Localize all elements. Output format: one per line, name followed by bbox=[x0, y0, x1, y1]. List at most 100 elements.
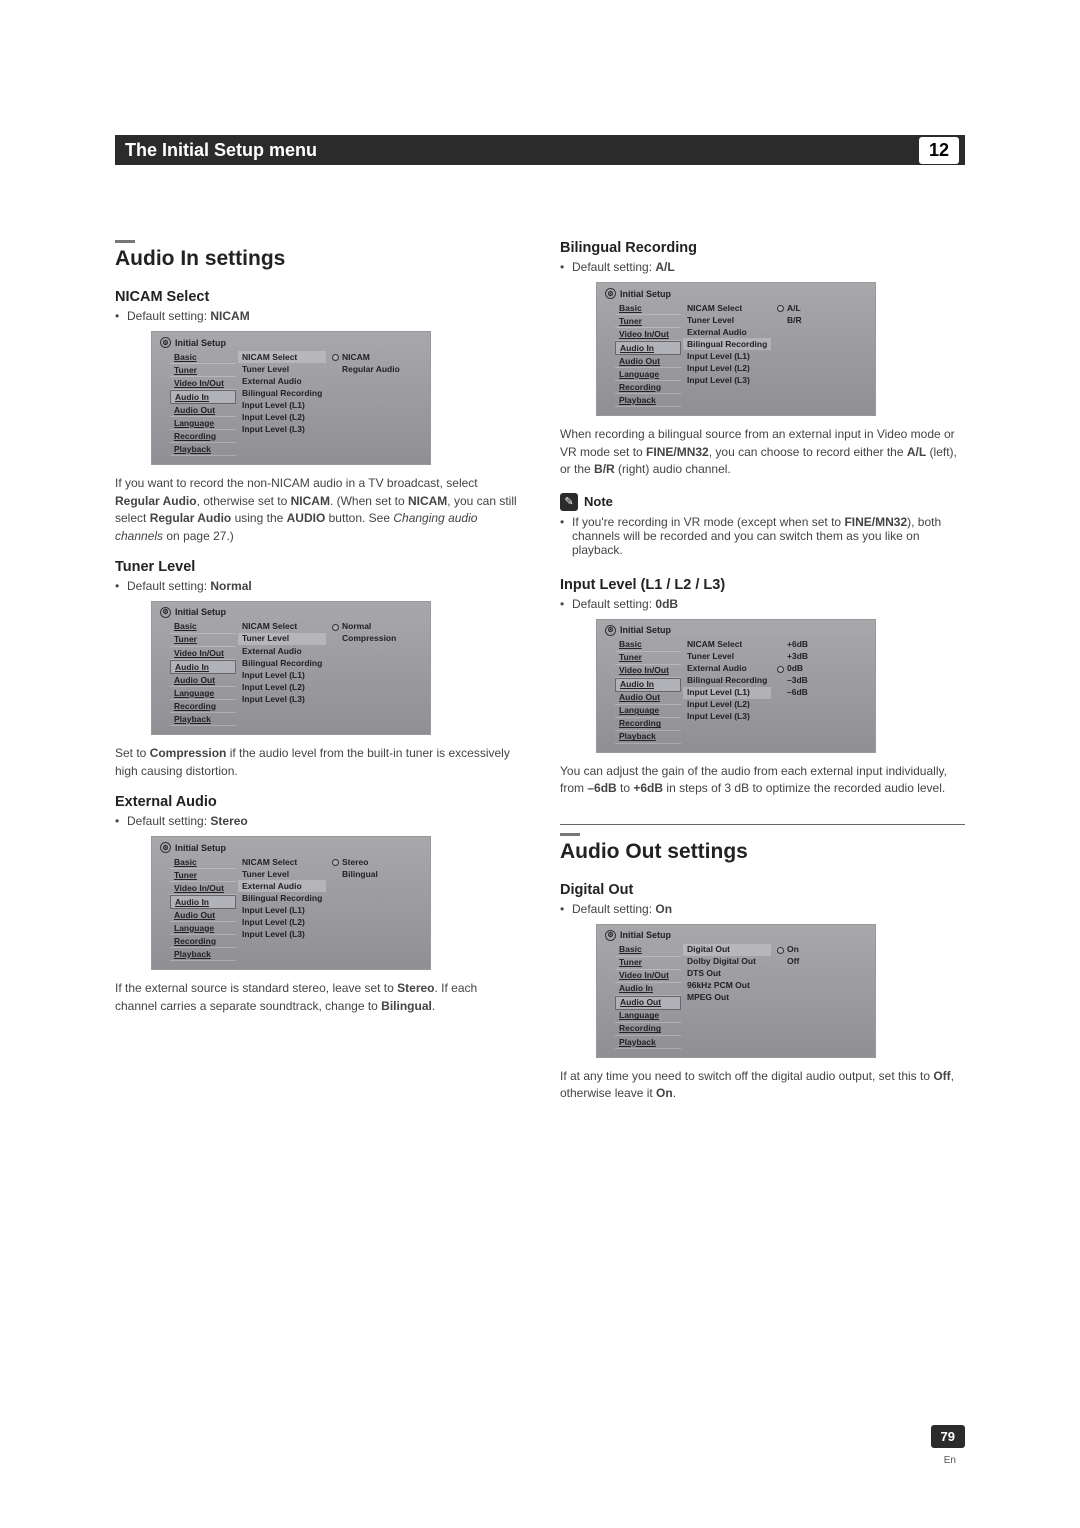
menu-middle-item: Input Level (L2) bbox=[683, 699, 771, 711]
menu-sidebar-item: Language bbox=[170, 922, 236, 935]
gear-icon: ⚙ bbox=[605, 625, 616, 636]
menu-sidebar-item: Language bbox=[170, 417, 236, 430]
menu-middle-item: NICAM Select bbox=[683, 639, 771, 651]
manual-page: The Initial Setup menu 12 Audio In setti… bbox=[0, 0, 1080, 1528]
menu-sidebar-item: Recording bbox=[170, 700, 236, 713]
bilingual-note: If you're recording in VR mode (except w… bbox=[560, 515, 965, 557]
menu-sidebar-item: Language bbox=[615, 705, 681, 718]
input-level-default: Default setting: 0dB bbox=[560, 597, 965, 611]
menu-sidebar-item: Playback bbox=[170, 443, 236, 456]
external-heading: External Audio bbox=[115, 794, 520, 810]
menu-sidebar-item: Video In/Out bbox=[170, 647, 236, 660]
section-audio-out-heading: Audio Out settings bbox=[560, 840, 965, 864]
menu-sidebar-item: Tuner bbox=[170, 364, 236, 377]
note-label: Note bbox=[584, 494, 613, 509]
menu-title-text: Initial Setup bbox=[175, 843, 226, 853]
menu-sidebar-item: Tuner bbox=[615, 315, 681, 328]
menu-middle-item: Tuner Level bbox=[238, 868, 326, 880]
page-lang: En bbox=[944, 1455, 956, 1466]
menu-middle-item: Input Level (L1) bbox=[238, 904, 326, 916]
menu-sidebar-item: Language bbox=[615, 1010, 681, 1023]
menu-title: ⚙Initial Setup bbox=[152, 332, 430, 351]
menu-sidebar-item: Video In/Out bbox=[615, 328, 681, 341]
menu-sidebar-item: Basic bbox=[615, 944, 681, 957]
menu-sidebar-item: Basic bbox=[615, 639, 681, 652]
menu-sidebar-item: Basic bbox=[170, 856, 236, 869]
menu-middle-item: Bilingual Recording bbox=[238, 892, 326, 904]
menu-sidebar-item: Audio In bbox=[615, 678, 681, 692]
menu-middle-item: Bilingual Recording bbox=[683, 675, 771, 687]
menu-middle-item: External Audio bbox=[238, 880, 326, 892]
digital-out-default: Default setting: On bbox=[560, 902, 965, 916]
digital-out-body: If at any time you need to switch off th… bbox=[560, 1068, 965, 1103]
menu-sidebar-item: Language bbox=[615, 368, 681, 381]
menu-sidebar-item: Audio Out bbox=[170, 404, 236, 417]
menu-option-item: On bbox=[775, 944, 803, 956]
note-icon: ✎ bbox=[560, 493, 578, 511]
menu-middle-item: Input Level (L2) bbox=[238, 916, 326, 928]
menu-sidebar-item: Audio In bbox=[170, 660, 236, 674]
gear-icon: ⚙ bbox=[160, 607, 171, 618]
menu-sidebar-item: Video In/Out bbox=[615, 665, 681, 678]
menu-option-item: Bilingual bbox=[330, 868, 382, 880]
tuner-heading: Tuner Level bbox=[115, 559, 520, 575]
menu-title: ⚙ Initial Setup bbox=[597, 620, 875, 639]
menu-sidebar-item: Tuner bbox=[170, 634, 236, 647]
menu-middle-item: Input Level (L1) bbox=[238, 399, 326, 411]
menu-sidebar-item: Playback bbox=[170, 713, 236, 726]
menu-sidebar-item: Playback bbox=[615, 731, 681, 744]
bilingual-body: When recording a bilingual source from a… bbox=[560, 426, 965, 478]
menu-middle-item: External Audio bbox=[683, 663, 771, 675]
menu-sidebar-item: Audio Out bbox=[615, 692, 681, 705]
menu-title-text: Initial Setup bbox=[620, 625, 671, 635]
input-level-body: You can adjust the gain of the audio fro… bbox=[560, 763, 965, 798]
menu-middle-item: DTS Out bbox=[683, 968, 771, 980]
menu-middle-item: NICAM Select bbox=[683, 302, 771, 314]
menu-title: ⚙ Initial Setup bbox=[152, 837, 430, 856]
menu-sidebar-item: Tuner bbox=[615, 957, 681, 970]
external-menu-screenshot: ⚙Initial SetupBasicTunerVideo In/OutAudi… bbox=[151, 836, 431, 970]
nicam-heading: NICAM Select bbox=[115, 289, 520, 305]
menu-sidebar-item: Basic bbox=[170, 351, 236, 364]
digital-out-heading: Digital Out bbox=[560, 882, 965, 898]
input-level-menu-screenshot: ⚙Initial SetupBasicTunerVideo In/OutAudi… bbox=[596, 619, 876, 753]
menu-sidebar-item: Audio Out bbox=[170, 909, 236, 922]
menu-option-item: NICAM bbox=[330, 351, 404, 363]
digital-out-menu-screenshot: ⚙Initial SetupBasicTunerVideo In/OutAudi… bbox=[596, 924, 876, 1058]
menu-sidebar-item: Tuner bbox=[170, 869, 236, 882]
page-number-badge: 79 bbox=[931, 1425, 965, 1448]
menu-title-text: Initial Setup bbox=[620, 289, 671, 299]
menu-middle-item: Input Level (L2) bbox=[683, 362, 771, 374]
menu-middle-item: Input Level (L3) bbox=[683, 711, 771, 723]
menu-sidebar-item: Recording bbox=[615, 718, 681, 731]
chapter-number-badge: 12 bbox=[919, 137, 959, 164]
menu-sidebar-item: Basic bbox=[615, 302, 681, 315]
menu-sidebar-item: Audio In bbox=[170, 895, 236, 909]
menu-option-item: Stereo bbox=[330, 856, 382, 868]
chapter-title: The Initial Setup menu bbox=[125, 140, 317, 161]
note-header: ✎ Note bbox=[560, 493, 965, 511]
menu-middle-item: Tuner Level bbox=[238, 363, 326, 375]
menu-sidebar-item: Audio Out bbox=[615, 996, 681, 1010]
menu-middle-item: Input Level (L3) bbox=[238, 423, 326, 435]
menu-middle-item: MPEG Out bbox=[683, 992, 771, 1004]
menu-middle-item: NICAM Select bbox=[238, 351, 326, 363]
menu-sidebar-item: Basic bbox=[170, 621, 236, 634]
bilingual-heading: Bilingual Recording bbox=[560, 240, 965, 256]
menu-sidebar-item: Audio Out bbox=[170, 674, 236, 687]
menu-option-item: –6dB bbox=[775, 687, 812, 699]
nicam-default: Default setting: NICAM bbox=[115, 309, 520, 323]
menu-middle-item: Dolby Digital Out bbox=[683, 956, 771, 968]
external-default: Default setting: Stereo bbox=[115, 814, 520, 828]
menu-middle-item: 96kHz PCM Out bbox=[683, 980, 771, 992]
menu-sidebar-item: Recording bbox=[170, 430, 236, 443]
gear-icon: ⚙ bbox=[160, 842, 171, 853]
menu-sidebar-item: Video In/Out bbox=[170, 882, 236, 895]
gear-icon: ⚙ bbox=[605, 288, 616, 299]
menu-title-text: Initial Setup bbox=[620, 930, 671, 940]
menu-middle-item: Tuner Level bbox=[683, 314, 771, 326]
tuner-body: Set to Compression if the audio level fr… bbox=[115, 745, 520, 780]
nicam-body: If you want to record the non-NICAM audi… bbox=[115, 475, 520, 545]
menu-middle-item: External Audio bbox=[238, 375, 326, 387]
bilingual-default: Default setting: A/L bbox=[560, 260, 965, 274]
